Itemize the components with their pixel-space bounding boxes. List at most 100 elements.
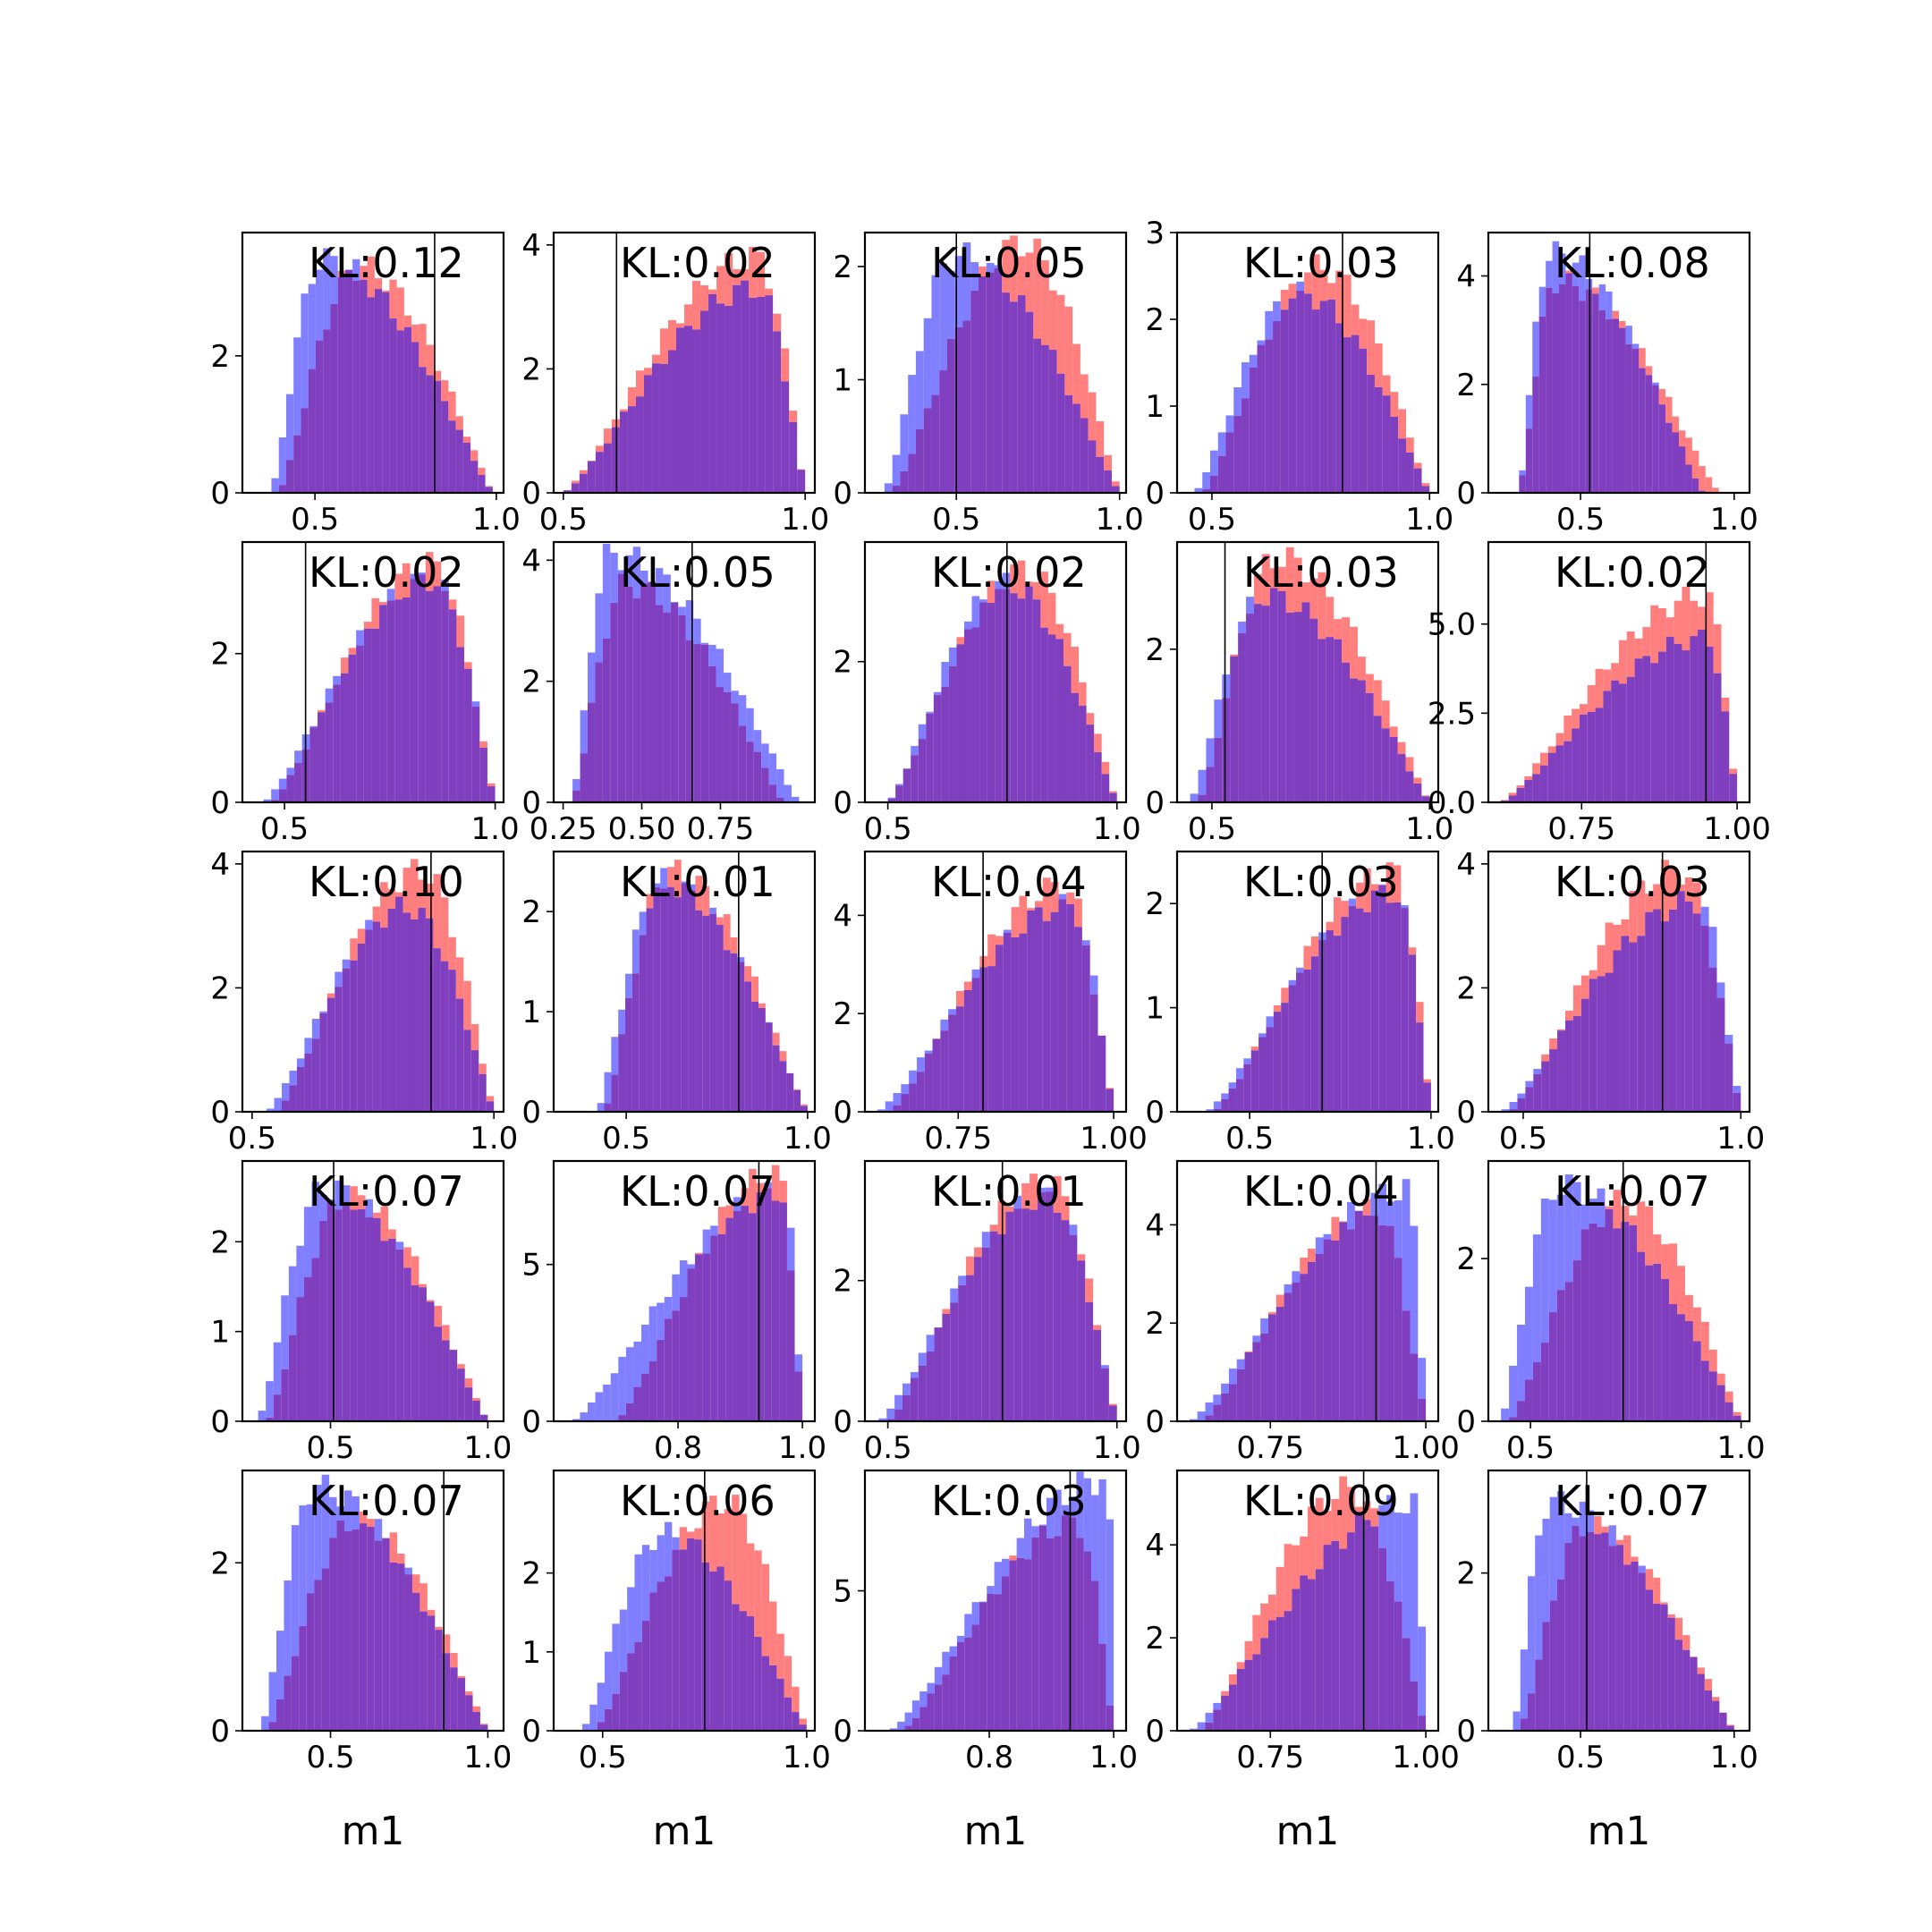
overlap-bar-10 bbox=[640, 583, 648, 802]
y-tick-label: 2 bbox=[833, 250, 852, 285]
overlap-bar-17 bbox=[1326, 930, 1334, 1112]
overlap-bar-4 bbox=[1213, 1404, 1222, 1421]
axes-frame bbox=[1487, 1469, 1751, 1733]
y-tick-label: 4 bbox=[521, 543, 541, 579]
overlap-bar-3 bbox=[273, 1394, 282, 1421]
kl-annotation: KL:0.10 bbox=[309, 858, 464, 906]
overlap-bar-19 bbox=[1023, 1559, 1032, 1731]
series-a-bar-11 bbox=[336, 1506, 344, 1521]
overlap-bar-5 bbox=[919, 1707, 928, 1731]
overlap-bar-25 bbox=[1678, 446, 1686, 493]
x-tick-label: 0.5 bbox=[1556, 502, 1605, 538]
x-tick-label: 1.00 bbox=[1392, 1740, 1460, 1775]
overlap-bar-17 bbox=[386, 600, 395, 802]
overlap-bar-12 bbox=[342, 1205, 351, 1421]
series-b-bar-27 bbox=[1708, 1349, 1717, 1372]
series-b-bar-14 bbox=[1605, 1206, 1614, 1209]
series-a-bar-13 bbox=[356, 630, 364, 646]
series-b-bar-27 bbox=[1704, 1679, 1713, 1690]
overlap-bar-28 bbox=[1716, 1385, 1725, 1421]
kl-annotation: KL:0.01 bbox=[620, 858, 775, 906]
series-b-bar-29 bbox=[472, 1398, 480, 1402]
overlap-bar-22 bbox=[733, 284, 741, 493]
series-a-bar-6 bbox=[304, 1038, 312, 1055]
series-a-bar-29 bbox=[1098, 1479, 1106, 1644]
overlap-bar-17 bbox=[387, 908, 396, 1112]
overlap-bar-20 bbox=[1653, 1263, 1662, 1421]
overlap-bar-20 bbox=[730, 953, 738, 1112]
series-b-bar-22 bbox=[1047, 592, 1056, 635]
series-a-bar-1 bbox=[1194, 487, 1203, 493]
y-tick-label: 0 bbox=[210, 785, 230, 821]
series-b-bar-15 bbox=[1613, 924, 1622, 951]
series-a-bar-6 bbox=[299, 1505, 307, 1626]
overlap-bar-28 bbox=[471, 706, 480, 802]
overlap-bar-19 bbox=[1331, 1540, 1340, 1731]
series-b-bar-17 bbox=[695, 1252, 703, 1255]
overlap-bar-8 bbox=[319, 1013, 327, 1112]
series-b-bar-26 bbox=[1077, 1254, 1086, 1261]
series-a-bar-6 bbox=[1552, 241, 1560, 293]
overlap-bar-5 bbox=[1533, 1073, 1542, 1112]
series-b-bar-22 bbox=[1658, 388, 1666, 405]
kl-annotation: KL:0.09 bbox=[1243, 1477, 1399, 1525]
series-b-bar-24 bbox=[1374, 343, 1383, 387]
overlap-bar-28 bbox=[1716, 997, 1725, 1112]
series-a-bar-7 bbox=[1556, 1491, 1565, 1580]
overlap-bar-4 bbox=[1217, 455, 1226, 493]
overlap-bar-14 bbox=[1606, 318, 1613, 493]
x-tick-label: 0.25 bbox=[530, 811, 597, 847]
overlap-bar-15 bbox=[1613, 1228, 1622, 1421]
series-a-bar-7 bbox=[934, 1666, 943, 1685]
overlap-bar-24 bbox=[1063, 665, 1072, 802]
series-b-bar-23 bbox=[1055, 623, 1063, 640]
overlap-bar-22 bbox=[1363, 911, 1371, 1112]
series-a-bar-14 bbox=[1608, 1525, 1616, 1546]
series-a-bar-20 bbox=[404, 1567, 412, 1575]
overlap-bar-28 bbox=[1408, 954, 1417, 1112]
series-b-bar-22 bbox=[1363, 868, 1371, 912]
series-a-bar-25 bbox=[1069, 1496, 1077, 1518]
series-b-bar-27 bbox=[1397, 741, 1406, 755]
overlap-bar-17 bbox=[709, 913, 716, 1112]
overlap-bar-20 bbox=[404, 1574, 412, 1731]
overlap-bar-7 bbox=[306, 1593, 315, 1731]
series-a-bar-13 bbox=[1598, 284, 1606, 310]
x-tick-label: 0.75 bbox=[1547, 811, 1615, 847]
overlap-bar-30 bbox=[1106, 1089, 1114, 1112]
overlap-bar-24 bbox=[754, 1637, 762, 1731]
series-b-bar-23 bbox=[1365, 674, 1374, 693]
overlap-bar-28 bbox=[786, 1072, 794, 1112]
overlap-bar-13 bbox=[672, 1549, 680, 1731]
kl-annotation: KL:0.07 bbox=[1555, 1477, 1710, 1525]
overlap-bar-16 bbox=[1621, 1221, 1630, 1421]
overlap-bar-6 bbox=[916, 1072, 925, 1112]
overlap-bar-25 bbox=[1069, 1234, 1078, 1421]
series-a-bar-28 bbox=[1091, 1495, 1099, 1581]
overlap-bar-16 bbox=[694, 1539, 702, 1731]
overlap-bar-15 bbox=[1613, 950, 1622, 1112]
series-a-bar-3 bbox=[1209, 450, 1218, 476]
overlap-bar-3 bbox=[1205, 1415, 1214, 1421]
x-tick-label: 0.8 bbox=[965, 1740, 1013, 1775]
overlap-bar-12 bbox=[1277, 591, 1286, 802]
overlap-bar-8 bbox=[619, 411, 628, 493]
series-b-bar-18 bbox=[1017, 560, 1026, 599]
series-a-bar-15 bbox=[994, 265, 1003, 269]
overlap-bar-15 bbox=[367, 1526, 375, 1731]
overlap-bar-20 bbox=[724, 1580, 733, 1731]
series-a-bar-10 bbox=[948, 1009, 956, 1015]
overlap-bar-22 bbox=[419, 1611, 428, 1731]
overlap-bar-24 bbox=[1682, 650, 1690, 802]
y-tick-label: 2.5 bbox=[1428, 696, 1476, 732]
series-b-bar-30 bbox=[1106, 1088, 1114, 1089]
series-b-bar-20 bbox=[1653, 884, 1662, 910]
overlap-bar-16 bbox=[1621, 936, 1630, 1112]
series-b-bar-24 bbox=[1684, 877, 1693, 902]
overlap-bar-14 bbox=[981, 1247, 990, 1421]
series-a-bar-5 bbox=[909, 1070, 917, 1084]
overlap-bar-15 bbox=[1301, 602, 1310, 802]
axes-frame bbox=[552, 231, 817, 495]
